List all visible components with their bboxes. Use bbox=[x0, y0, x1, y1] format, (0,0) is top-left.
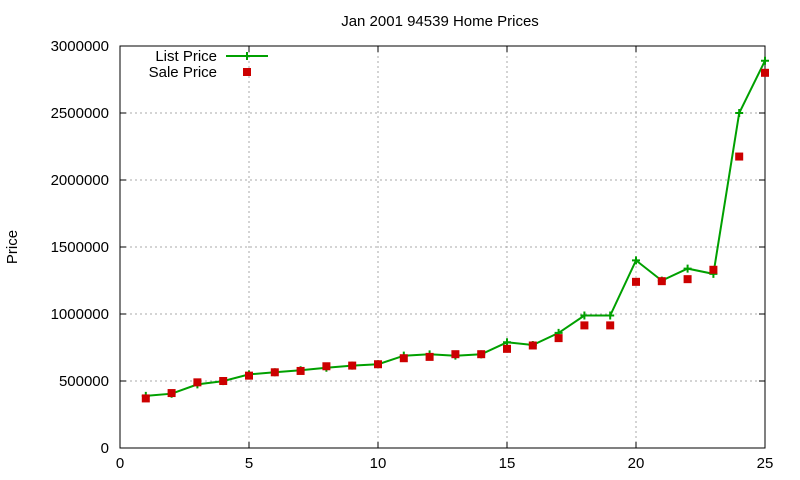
list-price-point bbox=[735, 109, 744, 117]
sale-price-point bbox=[374, 360, 382, 369]
sale-price-point bbox=[606, 321, 615, 330]
legend-cross-mark bbox=[243, 52, 251, 60]
sale-price-point bbox=[296, 366, 305, 375]
sale-price-point bbox=[141, 394, 150, 403]
sale-price-point bbox=[270, 368, 279, 377]
x-tick-label: 10 bbox=[370, 455, 387, 472]
x-tick-label: 25 bbox=[757, 455, 774, 472]
legend-marker-list-price bbox=[243, 52, 251, 60]
series-layer bbox=[141, 56, 769, 403]
y-tick-labels: 0 500000 1000000 1500000 2000000 2500000 30000… bbox=[51, 38, 109, 457]
chart-title: Jan 2001 94539 Home Prices bbox=[341, 13, 539, 30]
list-price-point bbox=[761, 56, 769, 65]
sale-price-point bbox=[425, 352, 434, 361]
y-tick-label: 1000000 bbox=[51, 306, 109, 323]
series-line-list-price bbox=[145, 60, 766, 397]
sale-price-point bbox=[503, 344, 511, 353]
sale-price-point bbox=[451, 350, 460, 359]
sale-price-point bbox=[761, 68, 769, 77]
sale-price-point bbox=[709, 265, 718, 274]
y-tick-label: 3000000 bbox=[51, 38, 109, 55]
sale-price-point bbox=[735, 152, 744, 161]
y-tick-label: 2500000 bbox=[51, 105, 109, 122]
y-tick-label: 1500000 bbox=[51, 239, 109, 256]
y-tick-label: 2000000 bbox=[51, 172, 109, 189]
grid bbox=[120, 46, 765, 448]
list-price-point bbox=[606, 311, 615, 320]
x-tick-label: 5 bbox=[245, 455, 253, 472]
axis-ticks bbox=[119, 45, 766, 449]
sale-price-point bbox=[399, 354, 408, 363]
sale-price-point bbox=[348, 361, 357, 370]
sale-price-point bbox=[657, 277, 666, 286]
sale-price-point bbox=[554, 334, 563, 343]
list-price-point bbox=[632, 256, 640, 265]
x-tick-label: 20 bbox=[628, 455, 645, 472]
x-tick-label: 0 bbox=[116, 455, 124, 472]
y-axis-label: Price bbox=[4, 230, 21, 264]
sale-price-point bbox=[322, 362, 331, 371]
legend-label-list-price: List Price bbox=[155, 48, 217, 65]
sale-price-point bbox=[219, 377, 228, 385]
sale-price-point bbox=[683, 275, 692, 284]
sale-price-point bbox=[245, 371, 253, 380]
sale-price-point bbox=[193, 378, 202, 387]
list-price-point bbox=[580, 311, 589, 320]
sale-price-point bbox=[632, 277, 640, 286]
legend-label-sale-price: Sale Price bbox=[149, 64, 217, 81]
x-tick-labels: 0 5 10 15 20 25 bbox=[116, 455, 774, 472]
y-tick-label: 0 bbox=[101, 440, 109, 457]
x-tick-label: 15 bbox=[499, 455, 516, 472]
y-tick-label: 500000 bbox=[59, 373, 109, 390]
sale-price-point bbox=[580, 321, 589, 330]
legend: List Price Sale Price bbox=[149, 48, 268, 81]
sale-price-point bbox=[167, 389, 176, 398]
list-price-point bbox=[683, 264, 692, 273]
sale-price-point bbox=[477, 350, 486, 359]
sale-price-point bbox=[528, 341, 537, 350]
legend-marker-sale-price bbox=[243, 68, 251, 76]
